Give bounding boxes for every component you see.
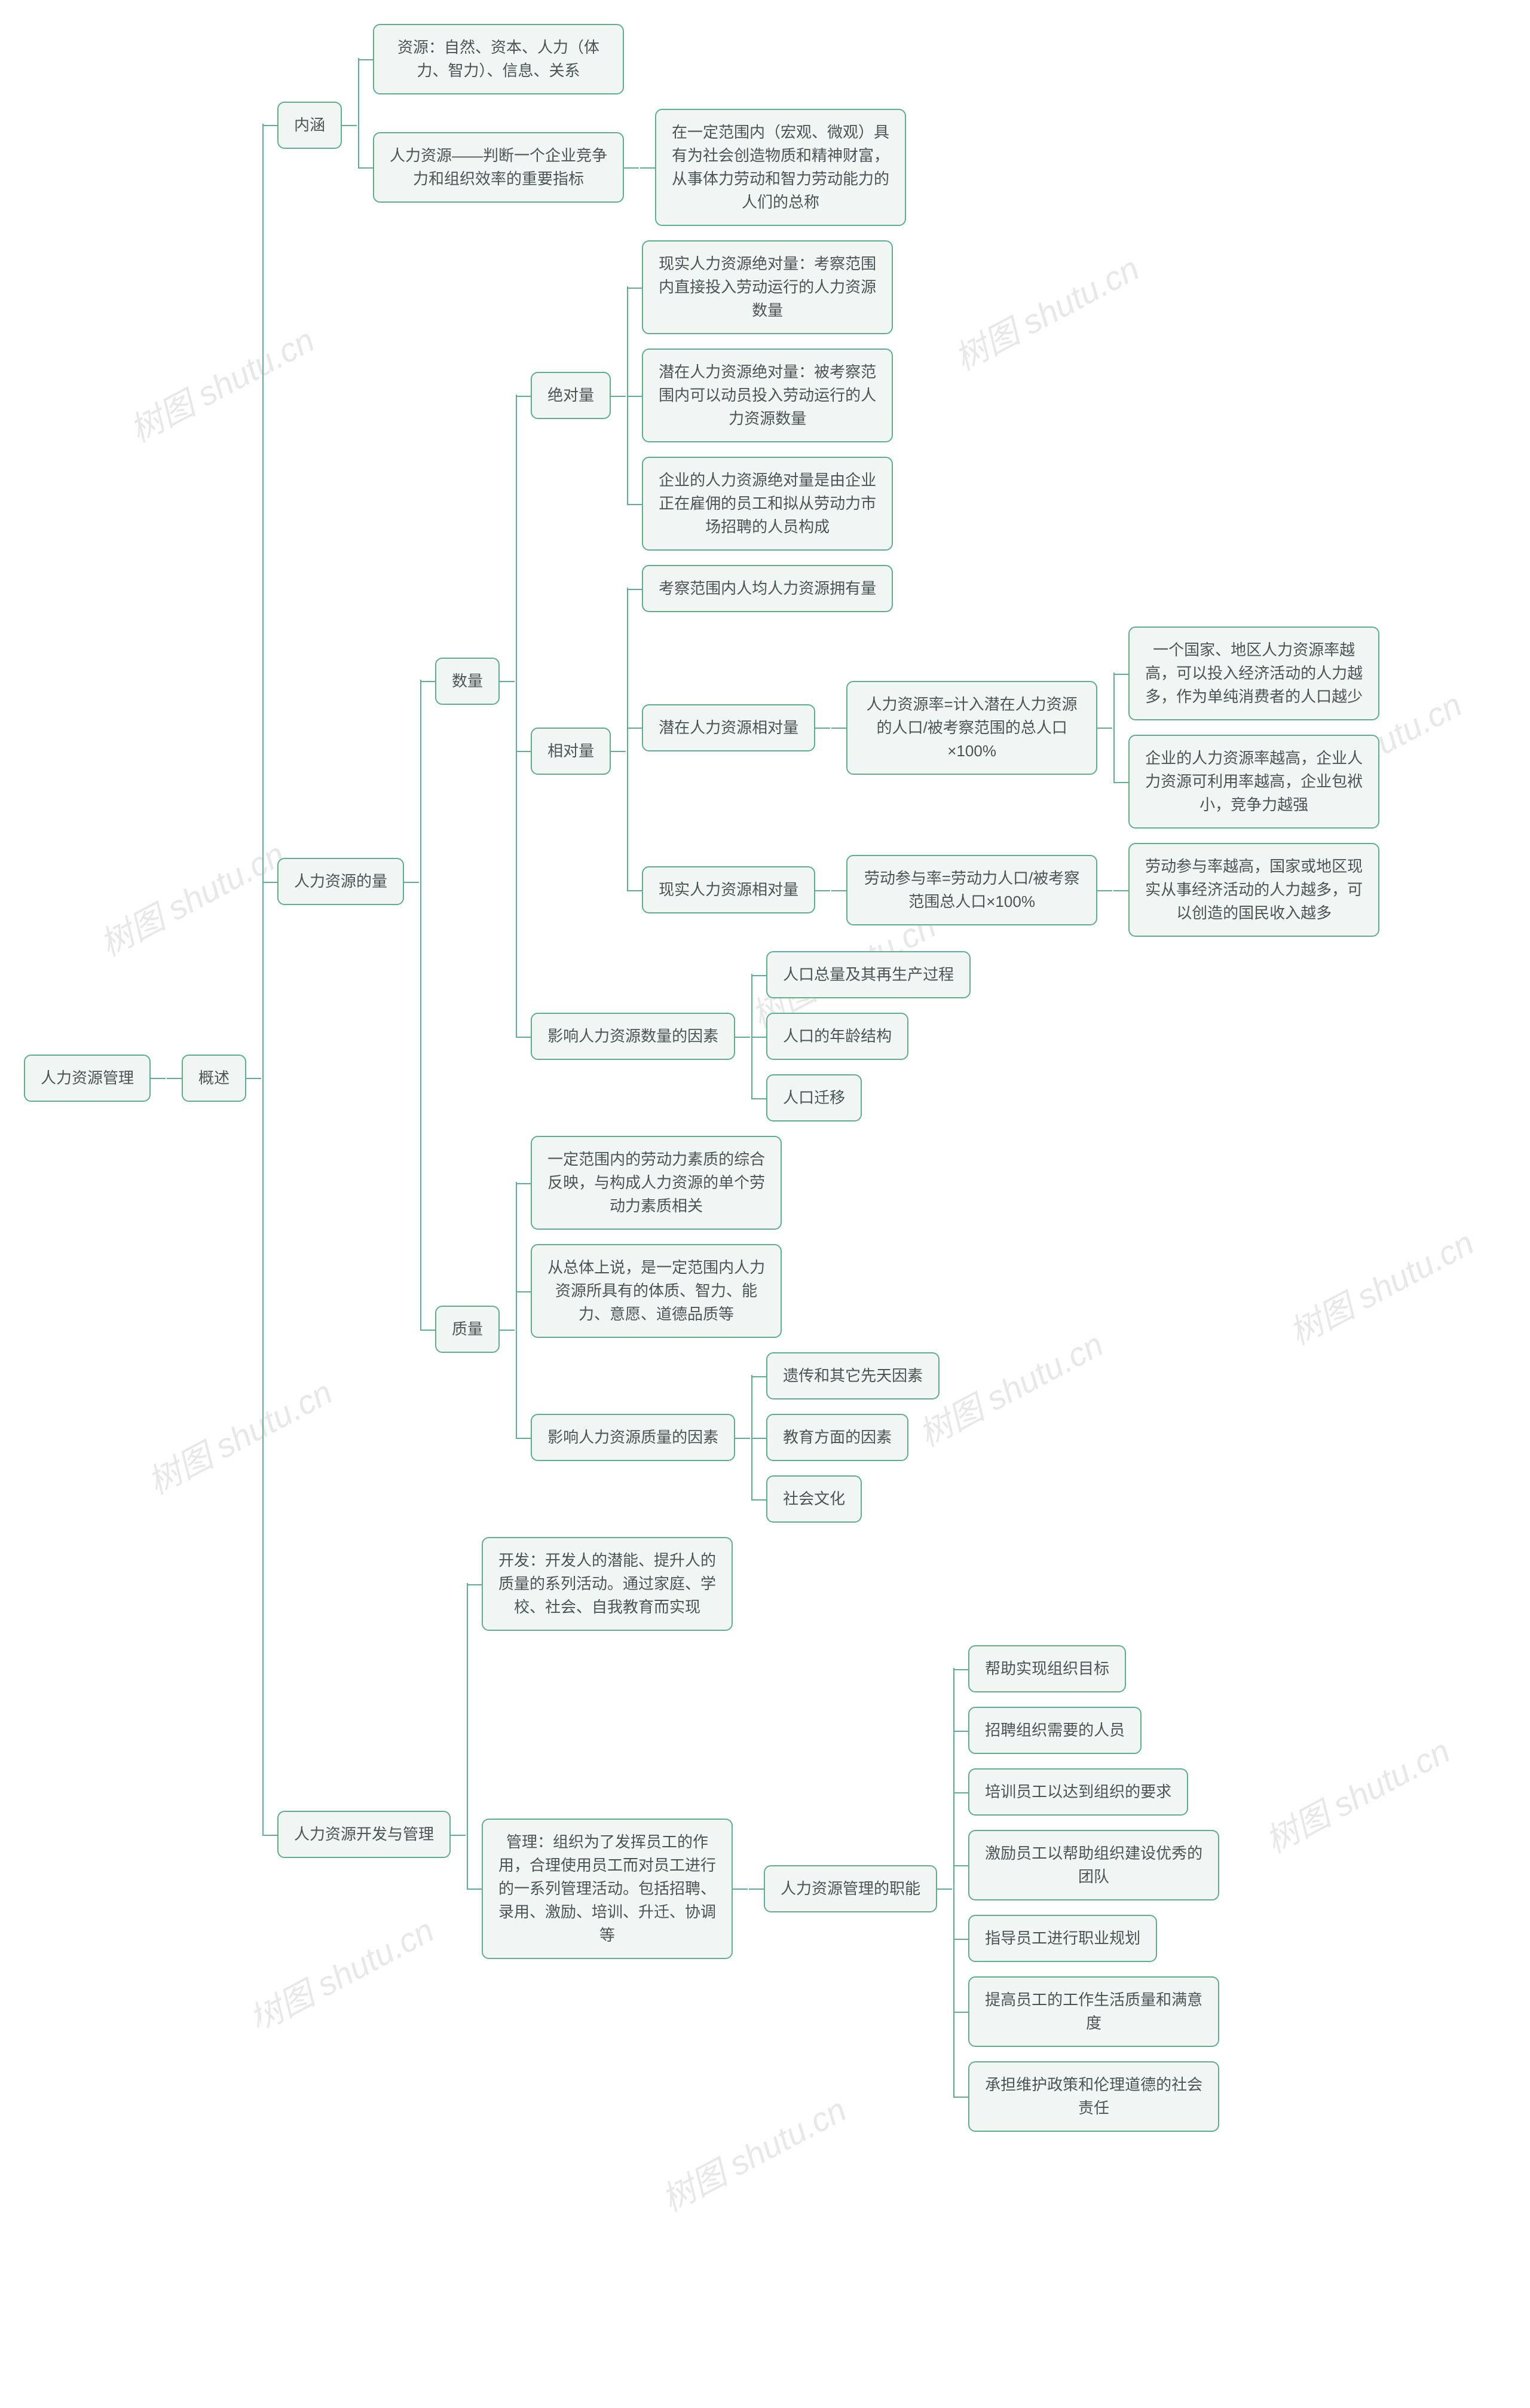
mindmap-node[interactable]: 人力资源开发与管理 (277, 1811, 451, 1858)
mindmap-node[interactable]: 内涵 (277, 102, 342, 149)
mindmap-node[interactable]: 相对量 (531, 728, 611, 775)
mindmap-node[interactable]: 考察范围内人均人力资源拥有量 (642, 565, 893, 612)
mindmap-node[interactable]: 质量 (435, 1306, 500, 1353)
mindmap-node[interactable]: 指导员工进行职业规划 (968, 1915, 1157, 1962)
mindmap-node[interactable]: 社会文化 (766, 1475, 862, 1523)
mindmap-node[interactable]: 现实人力资源相对量 (642, 866, 815, 913)
mindmap-node[interactable]: 人力资源的量 (277, 858, 404, 905)
mindmap-node[interactable]: 人力资源率=计入潜在人力资源的人口/被考察范围的总人口×100% (846, 681, 1097, 775)
mindmap-node[interactable]: 概述 (182, 1055, 246, 1102)
mindmap-node[interactable]: 帮助实现组织目标 (968, 1645, 1126, 1692)
mindmap-node[interactable]: 现实人力资源绝对量：考察范围内直接投入劳动运行的人力资源数量 (642, 240, 893, 334)
mindmap-node[interactable]: 在一定范围内（宏观、微观）具有为社会创造物质和精神财富，从事体力劳动和智力劳动能… (655, 109, 906, 226)
mindmap-node[interactable]: 提高员工的工作生活质量和满意度 (968, 1976, 1219, 2047)
mindmap-node[interactable]: 一定范围内的劳动力素质的综合反映，与构成人力资源的单个劳动力素质相关 (531, 1136, 782, 1230)
mindmap-node[interactable]: 遗传和其它先天因素 (766, 1352, 940, 1399)
mindmap-node[interactable]: 劳动参与率=劳动力人口/被考察范围总人口×100% (846, 855, 1097, 925)
mindmap-node[interactable]: 企业的人力资源率越高，企业人力资源可利用率越高，企业包袱小，竞争力越强 (1128, 735, 1379, 829)
mindmap-node[interactable]: 企业的人力资源绝对量是由企业正在雇佣的员工和拟从劳动力市场招聘的人员构成 (642, 457, 893, 551)
mindmap-node[interactable]: 劳动参与率越高，国家或地区现实从事经济活动的人力越多，可以创造的国民收入越多 (1128, 843, 1379, 937)
mindmap-node[interactable]: 培训员工以达到组织的要求 (968, 1768, 1188, 1816)
mindmap-node[interactable]: 影响人力资源数量的因素 (531, 1013, 735, 1060)
mindmap-node[interactable]: 人口总量及其再生产过程 (766, 951, 971, 998)
mindmap-node[interactable]: 人口的年龄结构 (766, 1013, 908, 1060)
mindmap-node[interactable]: 资源：自然、资本、人力（体力、智力）、信息、关系 (373, 24, 624, 94)
mindmap-node[interactable]: 招聘组织需要的人员 (968, 1707, 1142, 1754)
mindmap-node[interactable]: 潜在人力资源相对量 (642, 704, 815, 751)
mindmap-node[interactable]: 管理：组织为了发挥员工的作用，合理使用员工而对员工进行的一系列管理活动。包括招聘… (482, 1819, 733, 1959)
mindmap-root: 树图 shutu.cn树图 shutu.cn树图 shutu.cn树图 shut… (24, 24, 1506, 2132)
mindmap-node[interactable]: 教育方面的因素 (766, 1414, 908, 1461)
mindmap-node[interactable]: 数量 (435, 658, 500, 705)
mindmap-node[interactable]: 激励员工以帮助组织建设优秀的团队 (968, 1830, 1219, 1900)
mindmap-node[interactable]: 人力资源管理 (24, 1055, 151, 1102)
mindmap-node[interactable]: 承担维护政策和伦理道德的社会责任 (968, 2061, 1219, 2132)
mindmap-node[interactable]: 影响人力资源质量的因素 (531, 1414, 735, 1461)
mindmap-node[interactable]: 潜在人力资源绝对量：被考察范围内可以动员投入劳动运行的人力资源数量 (642, 349, 893, 442)
mindmap-node[interactable]: 人力资源管理的职能 (764, 1865, 937, 1912)
mindmap-node[interactable]: 从总体上说，是一定范围内人力资源所具有的体质、智力、能力、意愿、道德品质等 (531, 1244, 782, 1338)
mindmap-node[interactable]: 开发：开发人的潜能、提升人的质量的系列活动。通过家庭、学校、社会、自我教育而实现 (482, 1537, 733, 1631)
mindmap-node[interactable]: 绝对量 (531, 372, 611, 419)
mindmap-node[interactable]: 人口迁移 (766, 1074, 862, 1122)
mindmap-node[interactable]: 一个国家、地区人力资源率越高，可以投入经济活动的人力越多，作为单纯消费者的人口越… (1128, 627, 1379, 720)
mindmap-node[interactable]: 人力资源——判断一个企业竞争力和组织效率的重要指标 (373, 132, 624, 203)
